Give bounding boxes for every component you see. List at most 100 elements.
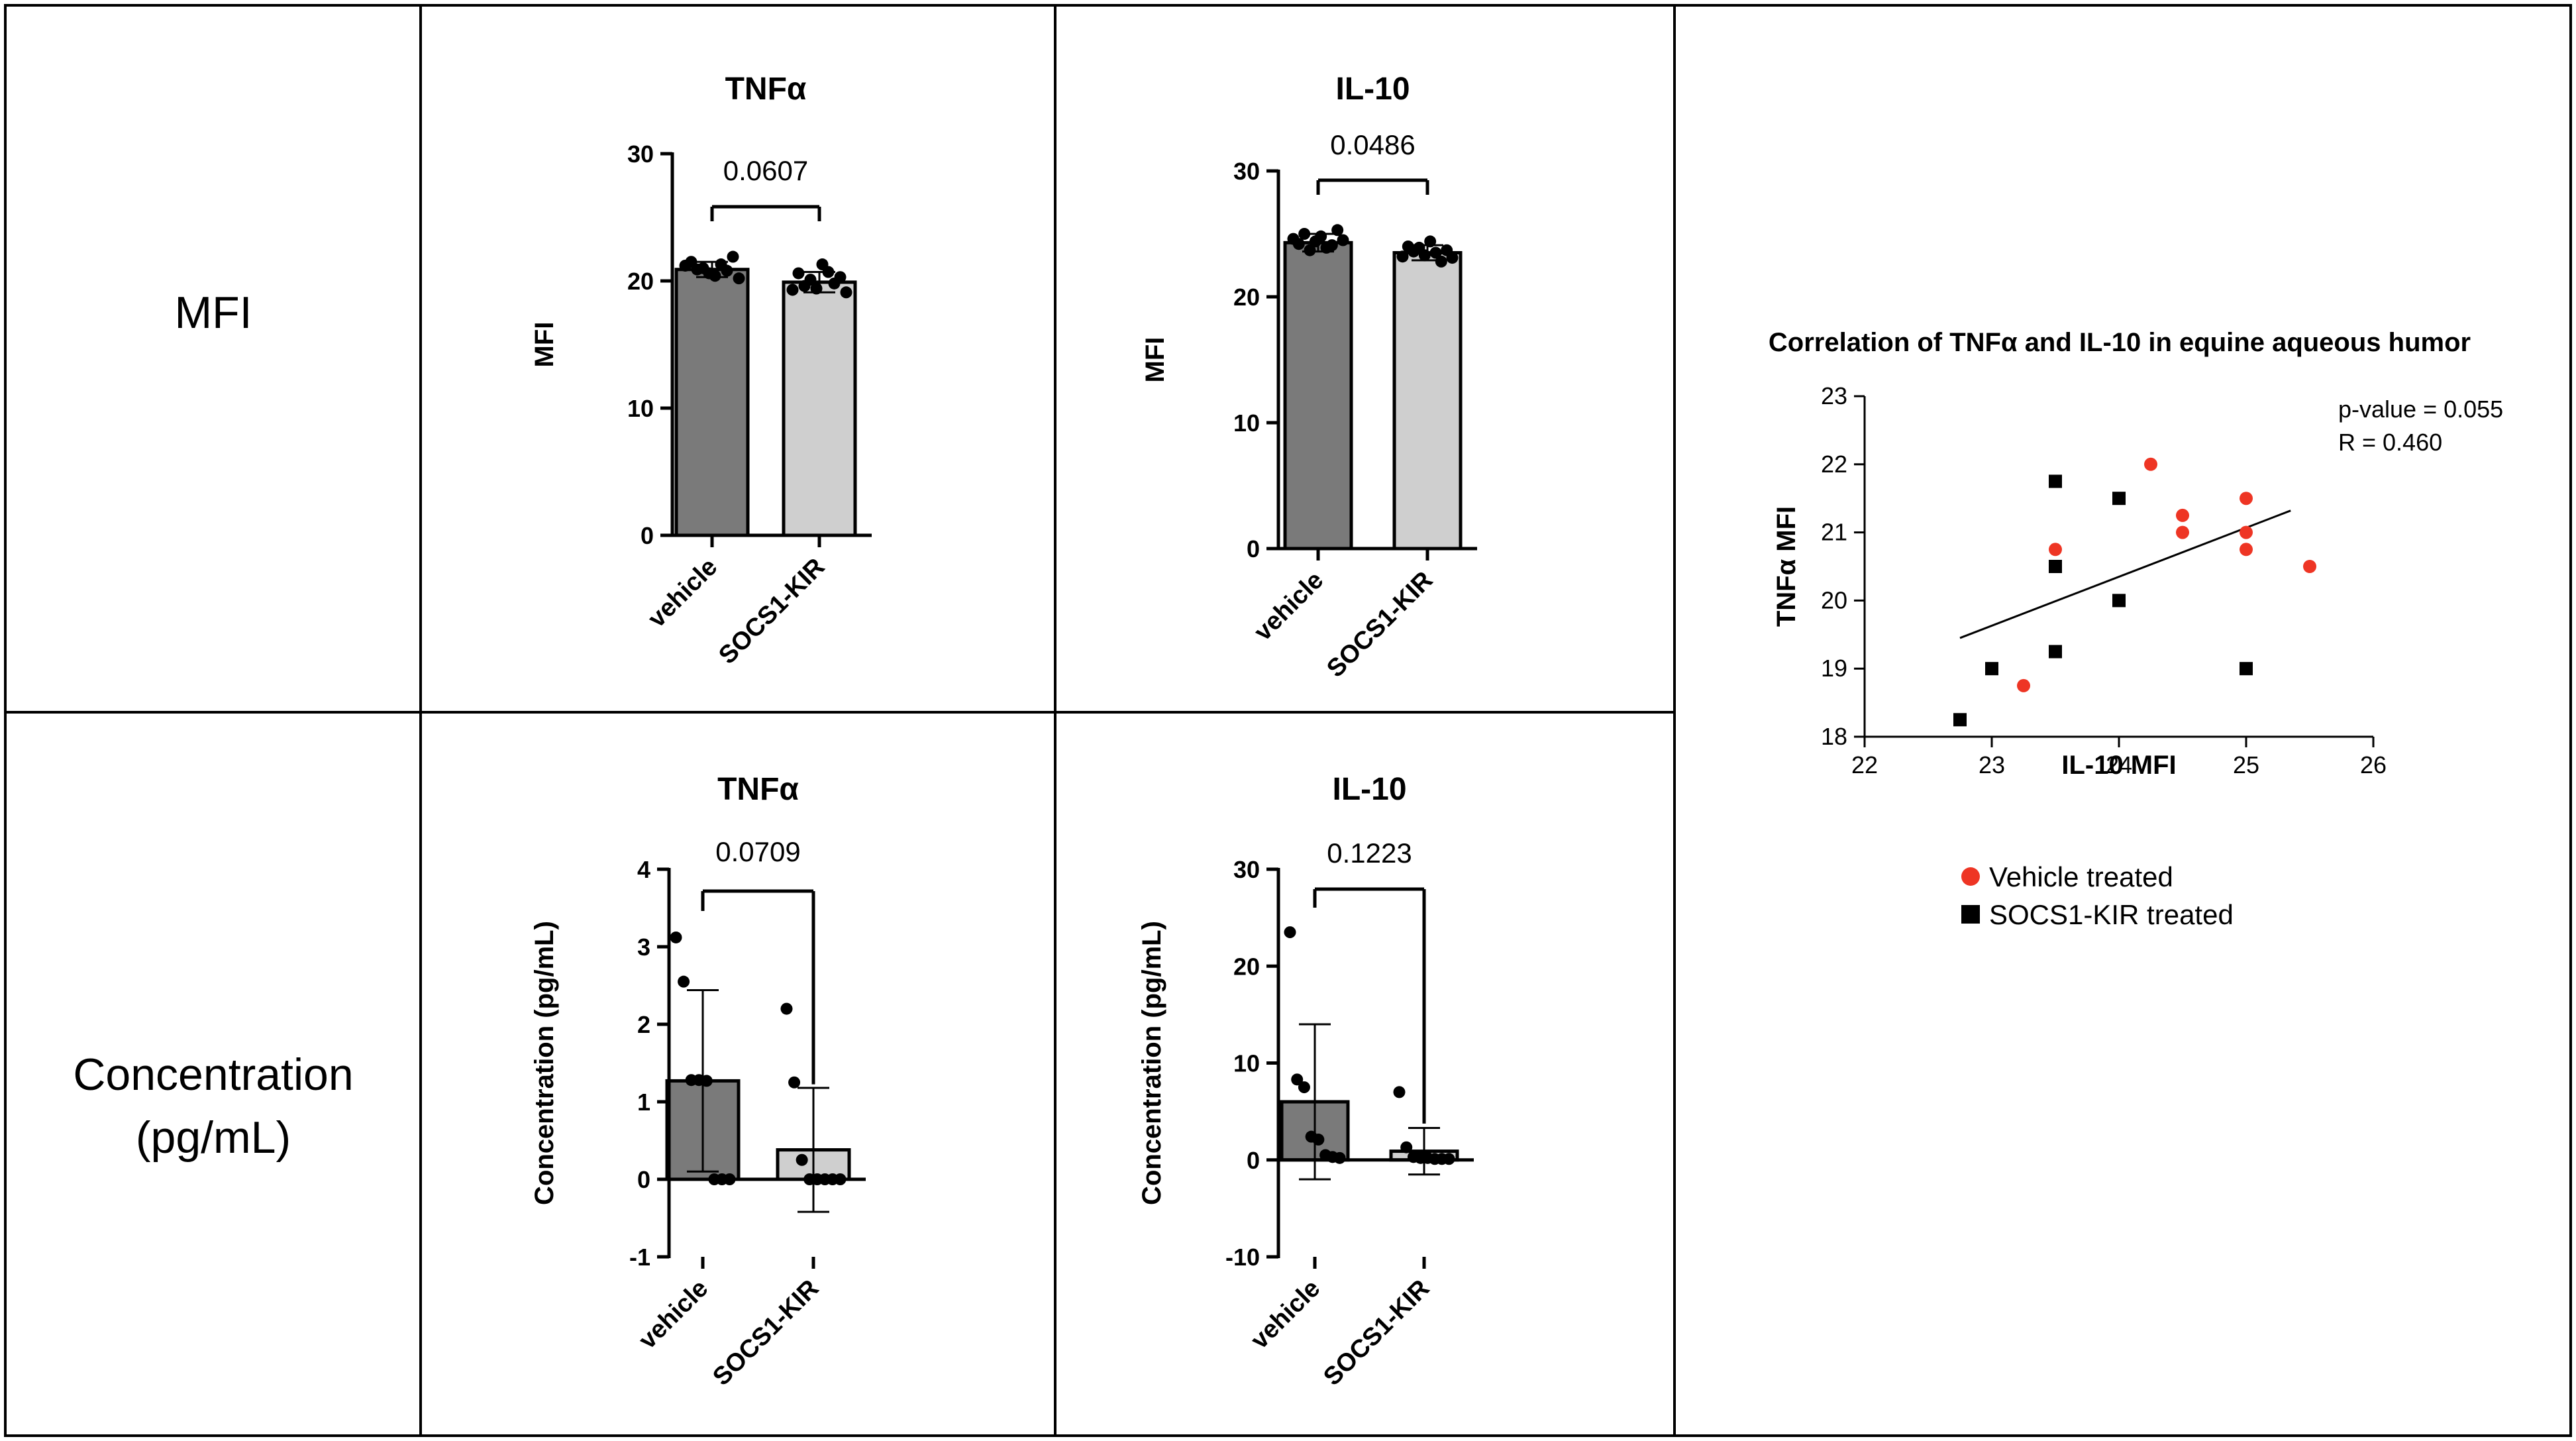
data-point — [733, 272, 745, 285]
x-tick-label: 24 — [2106, 751, 2132, 778]
data-point — [1298, 228, 1311, 240]
data-point — [1298, 1081, 1310, 1094]
data-point — [1325, 239, 1338, 252]
data-point — [786, 284, 799, 296]
y-tick-label: 20 — [627, 268, 654, 295]
y-tick-label: 2 — [637, 1011, 650, 1038]
legend-socs1-kir-marker — [1961, 905, 1980, 924]
x-tick-label: 23 — [1979, 751, 2005, 778]
data-point — [1312, 1134, 1325, 1146]
category-label: SOCS1-KIR — [1318, 1275, 1435, 1391]
y-tick-label: 10 — [627, 395, 654, 422]
y-tick-label: 4 — [637, 856, 650, 883]
data-point — [1393, 1086, 1406, 1098]
data-point — [700, 1075, 713, 1087]
y-tick-label: 20 — [1233, 284, 1260, 311]
tnf-concentration-chart: TNFα Concentration (pg/mL) -1 0 1 2 3 4 vehicleS… — [530, 772, 866, 1391]
data-point — [792, 267, 805, 280]
y-axis-label: TNFα MFI — [1772, 506, 1801, 627]
data-point — [670, 931, 682, 943]
category-label: vehicle — [1246, 1275, 1326, 1355]
error-bar — [798, 1087, 829, 1213]
error-bar — [1408, 1126, 1440, 1176]
y-tick-label: 0 — [641, 522, 654, 549]
y-tick-label: 21 — [1821, 519, 1847, 546]
y-tick-label: 19 — [1821, 655, 1847, 682]
data-point — [1396, 250, 1409, 263]
y-axis-label: Concentration (pg/mL) — [530, 921, 559, 1205]
p-value-label: 0.0607 — [723, 155, 808, 186]
p-value-label: 0.0709 — [715, 836, 800, 867]
y-tick-label: 3 — [637, 934, 650, 961]
vehicle-point — [2240, 543, 2253, 557]
vehicle-point — [2240, 492, 2253, 506]
x-tick-label: 26 — [2360, 751, 2387, 778]
vehicle-point — [2144, 457, 2157, 471]
significance-bracket — [710, 205, 821, 221]
vehicle-bar — [1283, 240, 1353, 551]
y-tick-label: 0 — [1247, 535, 1260, 562]
vehicle-point — [2049, 543, 2062, 557]
data-point — [1315, 230, 1327, 242]
data-point — [1435, 255, 1447, 268]
socs1-kir-point — [1953, 713, 1967, 727]
correlation-scatter-chart: Correlation of TNFα and IL-10 in equine … — [1769, 328, 2503, 930]
legend-socs1-kir-label: SOCS1-KIR treated — [1989, 899, 2234, 930]
il10-concentration-chart: IL-10 Concentration (pg/mL) -10 0 10 20 30 vehi… — [1137, 772, 1474, 1391]
vehicle-point — [2303, 560, 2316, 573]
y-tick-label: 10 — [1233, 1050, 1260, 1077]
socs1-kir-point — [2112, 594, 2126, 608]
chart-title: IL-10 — [1332, 772, 1406, 807]
data-point — [1400, 1141, 1413, 1153]
y-tick-label: 30 — [1233, 158, 1260, 185]
data-point — [1331, 224, 1344, 237]
data-point — [1337, 234, 1349, 246]
data-point — [788, 1076, 801, 1089]
data-point — [1333, 1151, 1346, 1164]
y-tick-label: 10 — [1233, 409, 1260, 437]
data-point — [822, 266, 835, 278]
chart-title: TNFα — [717, 772, 799, 807]
vehicle-point — [2176, 525, 2189, 539]
category-label: vehicle — [634, 1275, 714, 1355]
legend-vehicle-label: Vehicle treated — [1989, 861, 2173, 892]
y-tick-label: 0 — [1247, 1147, 1260, 1174]
y-tick-label: 23 — [1821, 382, 1847, 409]
row-label-concentration-unit: (pg/mL) — [136, 1112, 291, 1163]
significance-bracket — [1316, 178, 1429, 195]
chart-title: IL-10 — [1335, 72, 1410, 107]
y-tick-label: 1 — [637, 1089, 650, 1116]
outer-border — [4, 4, 2572, 1437]
y-tick-label: 30 — [1233, 856, 1260, 883]
data-point — [1424, 235, 1437, 248]
x-axis-label: IL-10 MFI — [2061, 751, 2176, 780]
category-label: vehicle — [643, 553, 723, 633]
row-label-mfi: MFI — [174, 288, 252, 338]
y-tick-label: 22 — [1821, 451, 1847, 478]
legend-vehicle-marker — [1961, 867, 1980, 886]
socs1-kir-point — [2240, 662, 2253, 676]
socs1-kir-point — [1985, 662, 1998, 676]
y-axis-label: MFI — [1141, 337, 1170, 383]
row-label-concentration: Concentration — [73, 1049, 353, 1100]
p-value-label: 0.0486 — [1330, 129, 1415, 160]
y-tick-label: 30 — [627, 140, 654, 168]
category-label: SOCS1-KIR — [707, 1275, 824, 1391]
y-tick-label: 20 — [1821, 586, 1847, 614]
data-point — [810, 282, 823, 295]
y-tick-label: 18 — [1821, 723, 1847, 750]
p-value-label: 0.1223 — [1327, 837, 1412, 869]
y-axis-label: MFI — [530, 322, 559, 368]
y-axis-label: Concentration (pg/mL) — [1137, 921, 1166, 1205]
data-point — [1418, 249, 1431, 262]
trend-line — [1959, 509, 2291, 639]
socs1-kir-point — [2049, 560, 2062, 573]
data-point — [727, 250, 739, 263]
x-tick-label: 25 — [2233, 751, 2259, 778]
socs1-kir-bar — [782, 280, 857, 537]
category-label: vehicle — [1249, 566, 1329, 647]
socs1-kir-point — [2049, 645, 2062, 659]
